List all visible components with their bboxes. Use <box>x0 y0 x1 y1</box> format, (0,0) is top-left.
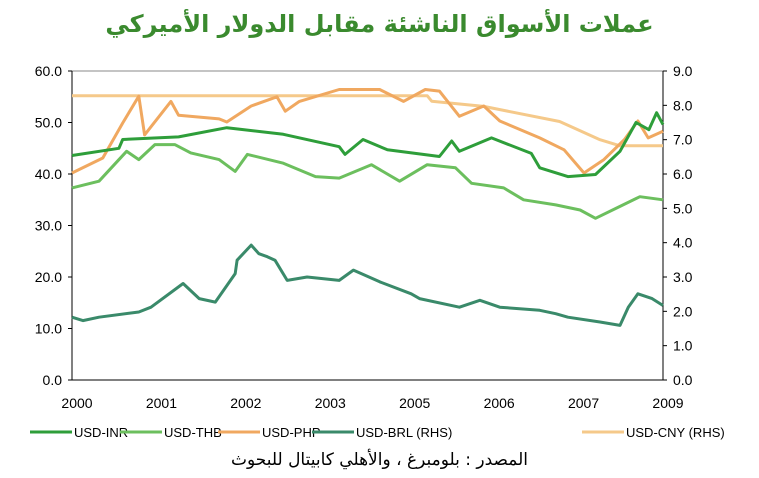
legend-label: USD-THB <box>164 425 222 440</box>
series-line-usd-brl-rhs- <box>71 243 664 327</box>
x-tick-label: 2002 <box>230 395 261 411</box>
right-tick-label: 6.0 <box>673 166 693 182</box>
left-tick-label: 10.0 <box>35 321 62 337</box>
left-tick-label: 40.0 <box>35 166 62 182</box>
left-tick-label: 60.0 <box>35 63 62 79</box>
series-line-usd-thb <box>71 143 664 220</box>
right-tick-label: 9.0 <box>673 63 693 79</box>
x-tick-label: 2003 <box>315 395 346 411</box>
legend-label: USD-BRL (RHS) <box>356 425 452 440</box>
left-tick-label: 50.0 <box>35 115 62 131</box>
right-tick-label: 8.0 <box>673 97 693 113</box>
series-line-usd-cny-rhs- <box>72 94 663 148</box>
x-tick-label: 2009 <box>652 395 683 411</box>
right-tick-label: 3.0 <box>673 269 693 285</box>
left-tick-label: 0.0 <box>43 372 63 388</box>
right-tick-label: 4.0 <box>673 235 693 251</box>
legend-label: USD-PHP <box>262 425 321 440</box>
series-line-usd-inr <box>71 111 665 179</box>
x-tick-label: 2001 <box>146 395 177 411</box>
right-tick-label: 7.0 <box>673 132 693 148</box>
right-tick-label: 2.0 <box>673 303 693 319</box>
x-tick-label: 2006 <box>484 395 515 411</box>
legend-label: USD-INR <box>74 425 128 440</box>
right-tick-label: 1.0 <box>673 338 693 354</box>
chart-title: عملات الأسواق الناشئة مقابل الدولار الأم… <box>105 10 654 38</box>
x-tick-label: 2005 <box>399 395 430 411</box>
chart-source: المصدر : بلومبرغ ، والأهلي كابيتال للبحو… <box>230 450 529 470</box>
right-tick-label: 0.0 <box>673 372 693 388</box>
x-tick-label: 2007 <box>568 395 599 411</box>
left-tick-label: 20.0 <box>35 269 62 285</box>
legend-label: USD-CNY (RHS) <box>626 425 725 440</box>
left-tick-label: 30.0 <box>35 218 62 234</box>
x-tick-label: 2000 <box>61 395 92 411</box>
series-line-usd-php <box>71 88 664 175</box>
right-tick-label: 5.0 <box>673 200 693 216</box>
